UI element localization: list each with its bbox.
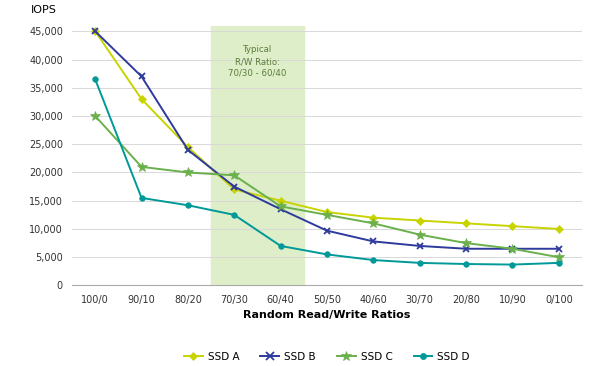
SSD D <box>370 258 377 262</box>
SSD D <box>463 262 470 266</box>
SSD C <box>138 165 145 169</box>
SSD B <box>323 228 331 233</box>
SSD D <box>416 261 424 265</box>
SSD C <box>555 255 562 259</box>
SSD B <box>555 247 562 251</box>
SSD C <box>277 204 284 209</box>
X-axis label: Random Read/Write Ratios: Random Read/Write Ratios <box>244 310 410 320</box>
SSD B <box>370 239 377 244</box>
Legend: SSD A, SSD B, SSD C, SSD D: SSD A, SSD B, SSD C, SSD D <box>180 348 474 366</box>
SSD A <box>277 198 284 203</box>
Line: SSD C: SSD C <box>91 111 563 262</box>
SSD D <box>184 203 191 208</box>
Text: IOPS: IOPS <box>31 5 57 15</box>
SSD D <box>323 252 331 257</box>
Bar <box>211 26 304 285</box>
SSD D <box>230 213 238 217</box>
SSD A <box>184 145 191 149</box>
SSD C <box>463 241 470 245</box>
SSD C <box>323 213 331 217</box>
SSD C <box>509 247 516 251</box>
SSD C <box>416 232 424 237</box>
SSD A <box>323 210 331 214</box>
SSD C <box>184 170 191 175</box>
SSD C <box>92 114 99 118</box>
SSD A <box>230 187 238 192</box>
Line: SSD A: SSD A <box>92 29 562 232</box>
SSD C <box>230 173 238 178</box>
SSD B <box>416 244 424 248</box>
SSD A <box>138 97 145 101</box>
SSD A <box>555 227 562 231</box>
Line: SSD B: SSD B <box>92 28 562 252</box>
SSD D <box>92 77 99 82</box>
SSD B <box>92 29 99 33</box>
SSD A <box>509 224 516 228</box>
SSD D <box>138 196 145 200</box>
SSD B <box>463 247 470 251</box>
SSD A <box>416 218 424 223</box>
Line: SSD D: SSD D <box>92 76 562 267</box>
SSD B <box>230 184 238 189</box>
SSD A <box>370 216 377 220</box>
SSD D <box>555 261 562 265</box>
SSD B <box>277 207 284 212</box>
SSD D <box>509 262 516 267</box>
SSD B <box>509 247 516 251</box>
Text: Typical
R/W Ratio:
70/30 - 60/40: Typical R/W Ratio: 70/30 - 60/40 <box>228 45 287 78</box>
SSD A <box>463 221 470 225</box>
SSD C <box>370 221 377 225</box>
SSD B <box>138 74 145 79</box>
SSD D <box>277 244 284 248</box>
SSD A <box>92 29 99 33</box>
SSD B <box>184 148 191 152</box>
